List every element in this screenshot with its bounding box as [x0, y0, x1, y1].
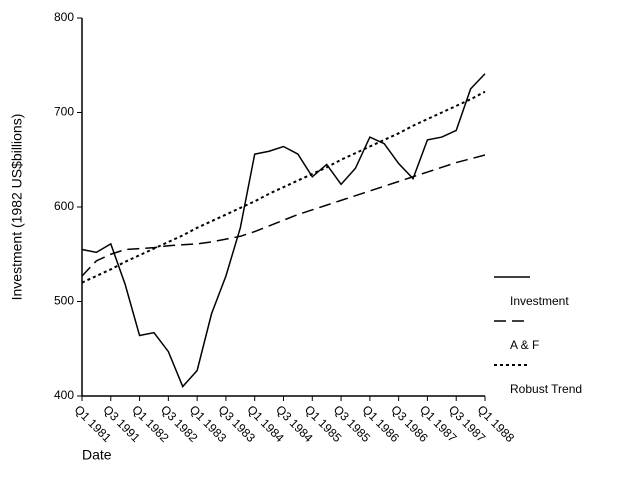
legend-label: Investment — [510, 294, 569, 308]
y-tick-label: 700 — [54, 105, 74, 119]
y-axis-label: Investment (1982 US$billions) — [9, 114, 25, 301]
y-tick-label: 400 — [54, 388, 74, 402]
legend-label: Robust Trend — [510, 382, 582, 396]
series-line — [81, 73, 486, 388]
legend-label: A & F — [510, 338, 539, 352]
series-line — [81, 154, 486, 277]
y-tick-label: 500 — [54, 294, 74, 308]
y-tick-label: 600 — [54, 199, 74, 213]
x-axis-label: Date — [82, 447, 112, 463]
y-tick-label: 800 — [54, 10, 74, 24]
series-line — [81, 90, 486, 284]
